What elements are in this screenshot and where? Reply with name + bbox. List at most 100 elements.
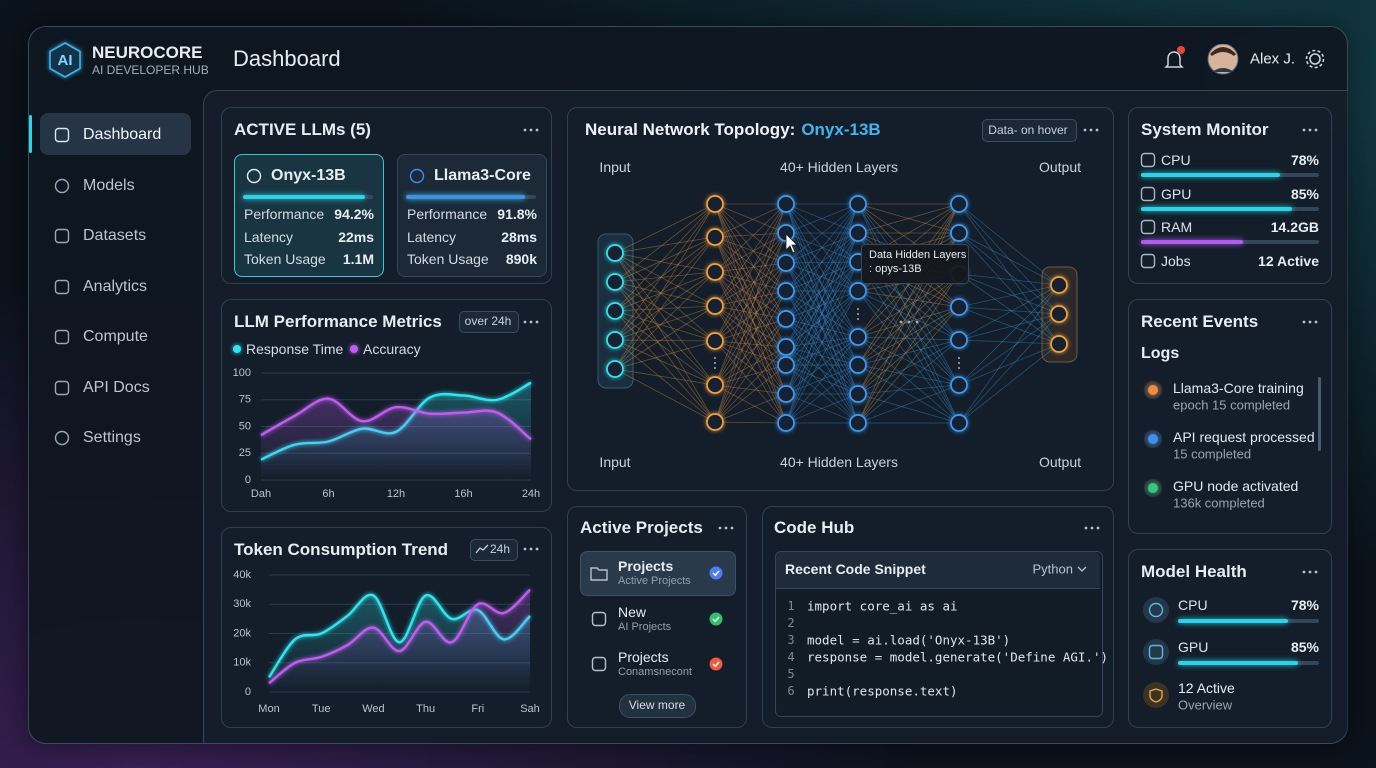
edge [958,343,1060,386]
node [706,263,724,281]
nav-item[interactable]: Analytics [83,277,148,295]
icon [591,611,607,626]
language-select[interactable]: Python [1032,561,1073,577]
icon [409,168,425,184]
edge [614,339,716,386]
nav-item[interactable]: Datasets [83,227,147,244]
panel-title: ACTIVE LLMs (5) [234,120,371,139]
more-menu[interactable] [523,319,541,325]
more-menu[interactable] [1083,127,1101,133]
edge [785,203,859,263]
edge [714,318,787,342]
project-title[interactable]: Projects [618,558,674,574]
project-title[interactable]: Projects [618,649,669,665]
more-menu[interactable] [1302,569,1320,575]
edge [857,203,960,386]
nav-item[interactable]: Settings [83,429,141,446]
edge [714,318,787,386]
menu-dot [535,547,539,551]
edge [714,232,787,238]
icon-shape [409,168,425,184]
progress-fill [1141,206,1293,211]
more-menu[interactable] [718,525,736,531]
edge [714,236,787,264]
edge [857,306,960,366]
edge [958,203,1060,286]
edge [614,236,716,312]
edge [785,232,859,263]
edge [714,262,787,342]
bell-icon[interactable] [1164,51,1184,68]
avatar-hair [1210,47,1236,56]
edge [614,368,716,423]
edge [714,271,787,395]
edge [714,203,787,320]
status-dot [709,657,723,671]
network-diagram [597,195,1078,432]
x-tick-label: 12h [387,488,405,500]
edge [857,273,960,366]
menu-dot [1096,526,1100,530]
icon [1148,602,1164,618]
more-menu[interactable] [1084,525,1102,531]
settings-icon[interactable] [1309,53,1321,65]
edge [714,305,787,320]
y-tick-label: 30k [233,598,251,610]
monitor-label: GPU [1161,185,1192,202]
button-label[interactable]: View more [628,698,686,712]
more-menu[interactable] [523,546,541,552]
nav-item[interactable]: Models [83,176,135,194]
scrollbar [1318,377,1321,451]
button[interactable] [619,694,696,718]
edge [785,203,859,424]
more-menu[interactable] [1302,127,1320,133]
node [606,331,624,349]
edge [614,271,716,283]
edge [857,203,960,366]
trend-icon [475,544,489,554]
metric-label: Token Usage [244,251,326,267]
more-menu[interactable] [1302,319,1320,325]
edge [614,271,716,312]
edge [785,203,859,234]
tooltip-text: Data Hidden Layers [869,249,967,261]
nav-item[interactable]: API Docs [83,378,150,396]
code-line: import core_ai as ai [807,598,958,614]
event-detail: 15 completed [1173,446,1252,462]
project-title[interactable]: New [618,603,647,620]
edge [614,305,716,370]
monitor-label: RAM [1161,219,1193,236]
edge [958,284,1060,308]
menu-dot [1095,128,1099,132]
edge [714,203,787,292]
monitor-value: 85% [1290,185,1319,202]
more-menu[interactable] [523,127,541,133]
icon [54,380,70,395]
code-header [776,552,1100,589]
event-dot-core [1148,483,1158,493]
nav-item[interactable]: Compute [83,328,148,345]
edge [785,203,859,348]
metric-value: 1.1M [342,251,374,267]
icon-shape [54,279,70,294]
node [777,310,795,328]
section-title: Logs [1141,345,1180,362]
user-name[interactable]: Alex J. [1250,50,1296,68]
ellipsis-dot [958,357,960,359]
llm-card[interactable]: Onyx-13B Performance 94.2% Latency 22ms Token… [234,154,384,277]
active-llms-panel: ACTIVE LLMs (5) Onyx-13B Performance 94.2% L… [221,107,552,284]
edge [857,384,960,395]
icon-shape [1140,186,1156,201]
edge [614,281,716,386]
chevron-shape [1077,566,1087,572]
nav-item[interactable]: Dashboard [83,126,162,143]
llm-card[interactable]: Llama3-Core Performance 91.8% Latency 28ms To… [397,154,547,277]
node [950,224,968,242]
y-tick-label: 0 [245,474,251,486]
nav-active-accent [29,115,32,153]
edge [857,339,960,424]
edge [958,232,1060,345]
settings-icon-teeth [1305,49,1325,69]
edge [614,236,716,370]
